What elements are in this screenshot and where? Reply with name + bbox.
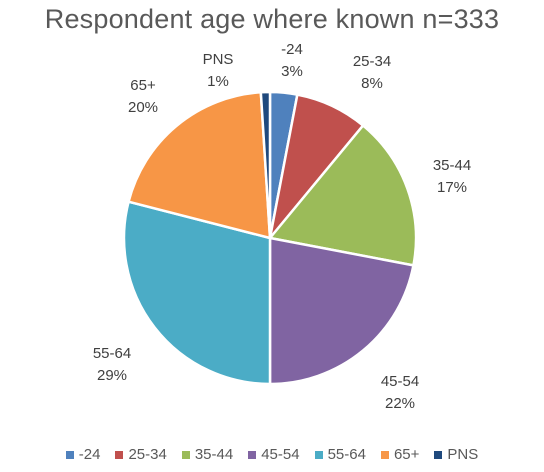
legend-label: 45-54 <box>261 446 300 463</box>
legend-label: 55-64 <box>327 446 366 463</box>
legend-label: -24 <box>78 446 101 463</box>
legend-item: -24 <box>65 446 101 463</box>
slice-percent-label: 20% <box>128 99 158 116</box>
pie-slice-65 <box>127 90 272 240</box>
slice-percent-label: 8% <box>361 75 383 92</box>
legend-swatch <box>380 450 389 459</box>
legend-label: 65+ <box>393 446 420 463</box>
legend-item: 45-54 <box>248 446 300 463</box>
legend-item: 35-44 <box>181 446 234 463</box>
slice-percent-label: 29% <box>97 367 127 384</box>
chart-title: Respondent age where known n=333 <box>44 4 500 34</box>
pie-slice-3544 <box>267 123 418 267</box>
slice-category-label: PNS <box>203 51 234 68</box>
legend-swatch <box>65 450 74 459</box>
pie-chart: -24 3% 25-34 8% 35-44 17% 45-54 22% 55-64 29% 65+ 2… <box>93 41 471 412</box>
pie-slice-5564 <box>122 200 272 386</box>
slice-percent-label: 1% <box>207 73 229 90</box>
legend-item: PNS <box>434 446 478 463</box>
legend-swatch <box>115 450 124 459</box>
slice-category-label: 65+ <box>130 77 156 94</box>
slice-category-label: 25-34 <box>353 53 391 70</box>
slice-percent-label: 3% <box>281 63 303 80</box>
legend-item: 55-64 <box>314 446 366 463</box>
legend-label: 25-34 <box>128 446 167 463</box>
legend-swatch <box>181 450 190 459</box>
legend-swatch <box>314 450 323 459</box>
slice-category-label: 35-44 <box>433 157 471 174</box>
legend-swatch <box>434 450 443 459</box>
slice-percent-label: 17% <box>437 179 467 196</box>
pie-slice-pns <box>259 90 272 239</box>
slice-category-label: 55-64 <box>93 345 131 362</box>
pie-slice-4554 <box>268 236 415 386</box>
legend-label: 35-44 <box>194 446 234 463</box>
chart-legend: -24 25-34 35-44 45-54 55-64 65+ PNS <box>0 446 544 463</box>
slice-category-label: -24 <box>281 41 303 58</box>
legend-item: 25-34 <box>115 446 167 463</box>
slice-category-label: 45-54 <box>381 373 419 390</box>
legend-label: PNS <box>447 446 479 463</box>
slice-percent-label: 22% <box>385 395 415 412</box>
legend-swatch <box>248 450 257 459</box>
legend-item: 65+ <box>380 446 420 463</box>
